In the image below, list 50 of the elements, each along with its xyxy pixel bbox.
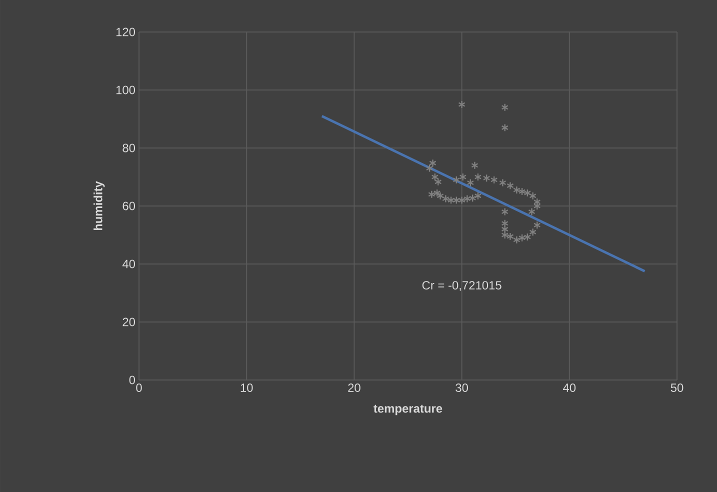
point <box>513 236 520 244</box>
point <box>474 192 482 200</box>
point <box>474 172 482 182</box>
point <box>466 178 474 187</box>
point <box>501 124 508 132</box>
point <box>426 164 434 172</box>
point <box>471 161 478 170</box>
x-tick-label: 0 <box>136 384 142 392</box>
y-tick-label: 80 <box>122 144 136 152</box>
point <box>442 194 450 203</box>
y-tick-label: 20 <box>122 318 136 326</box>
point <box>458 196 466 204</box>
point <box>468 194 476 202</box>
x-tick-label: 50 <box>670 384 684 392</box>
point <box>452 196 460 204</box>
point <box>524 232 532 242</box>
point <box>433 188 441 198</box>
y-tick-label: 40 <box>122 260 136 268</box>
annotation: Cr = -0,721015 <box>422 281 502 291</box>
y-tick-label: 0 <box>129 376 136 384</box>
x-axis-title: temperature <box>374 404 442 416</box>
point <box>518 187 526 196</box>
point <box>459 172 466 182</box>
point <box>506 182 514 190</box>
x-tick-label: 30 <box>456 384 468 392</box>
point <box>529 228 536 236</box>
point <box>518 234 526 242</box>
y-tick-label: 60 <box>122 202 136 210</box>
point <box>501 103 508 112</box>
point <box>499 178 506 187</box>
point <box>458 100 466 109</box>
y-tick-label: 120 <box>116 28 136 36</box>
point <box>447 196 455 204</box>
point <box>464 194 471 203</box>
point <box>524 188 532 198</box>
x-tick-label: 20 <box>348 384 360 392</box>
point <box>501 208 508 216</box>
point <box>513 186 520 194</box>
point <box>428 190 436 198</box>
point <box>452 176 460 184</box>
point <box>429 158 436 168</box>
point <box>534 221 541 230</box>
x-tick-label: 10 <box>240 384 253 392</box>
x-tick-label: 40 <box>563 384 576 392</box>
point <box>482 174 490 182</box>
point <box>490 176 498 184</box>
point <box>436 192 444 200</box>
y-axis-title: humidity <box>94 181 105 230</box>
y-tick-label: 100 <box>116 86 136 94</box>
point <box>528 208 536 216</box>
